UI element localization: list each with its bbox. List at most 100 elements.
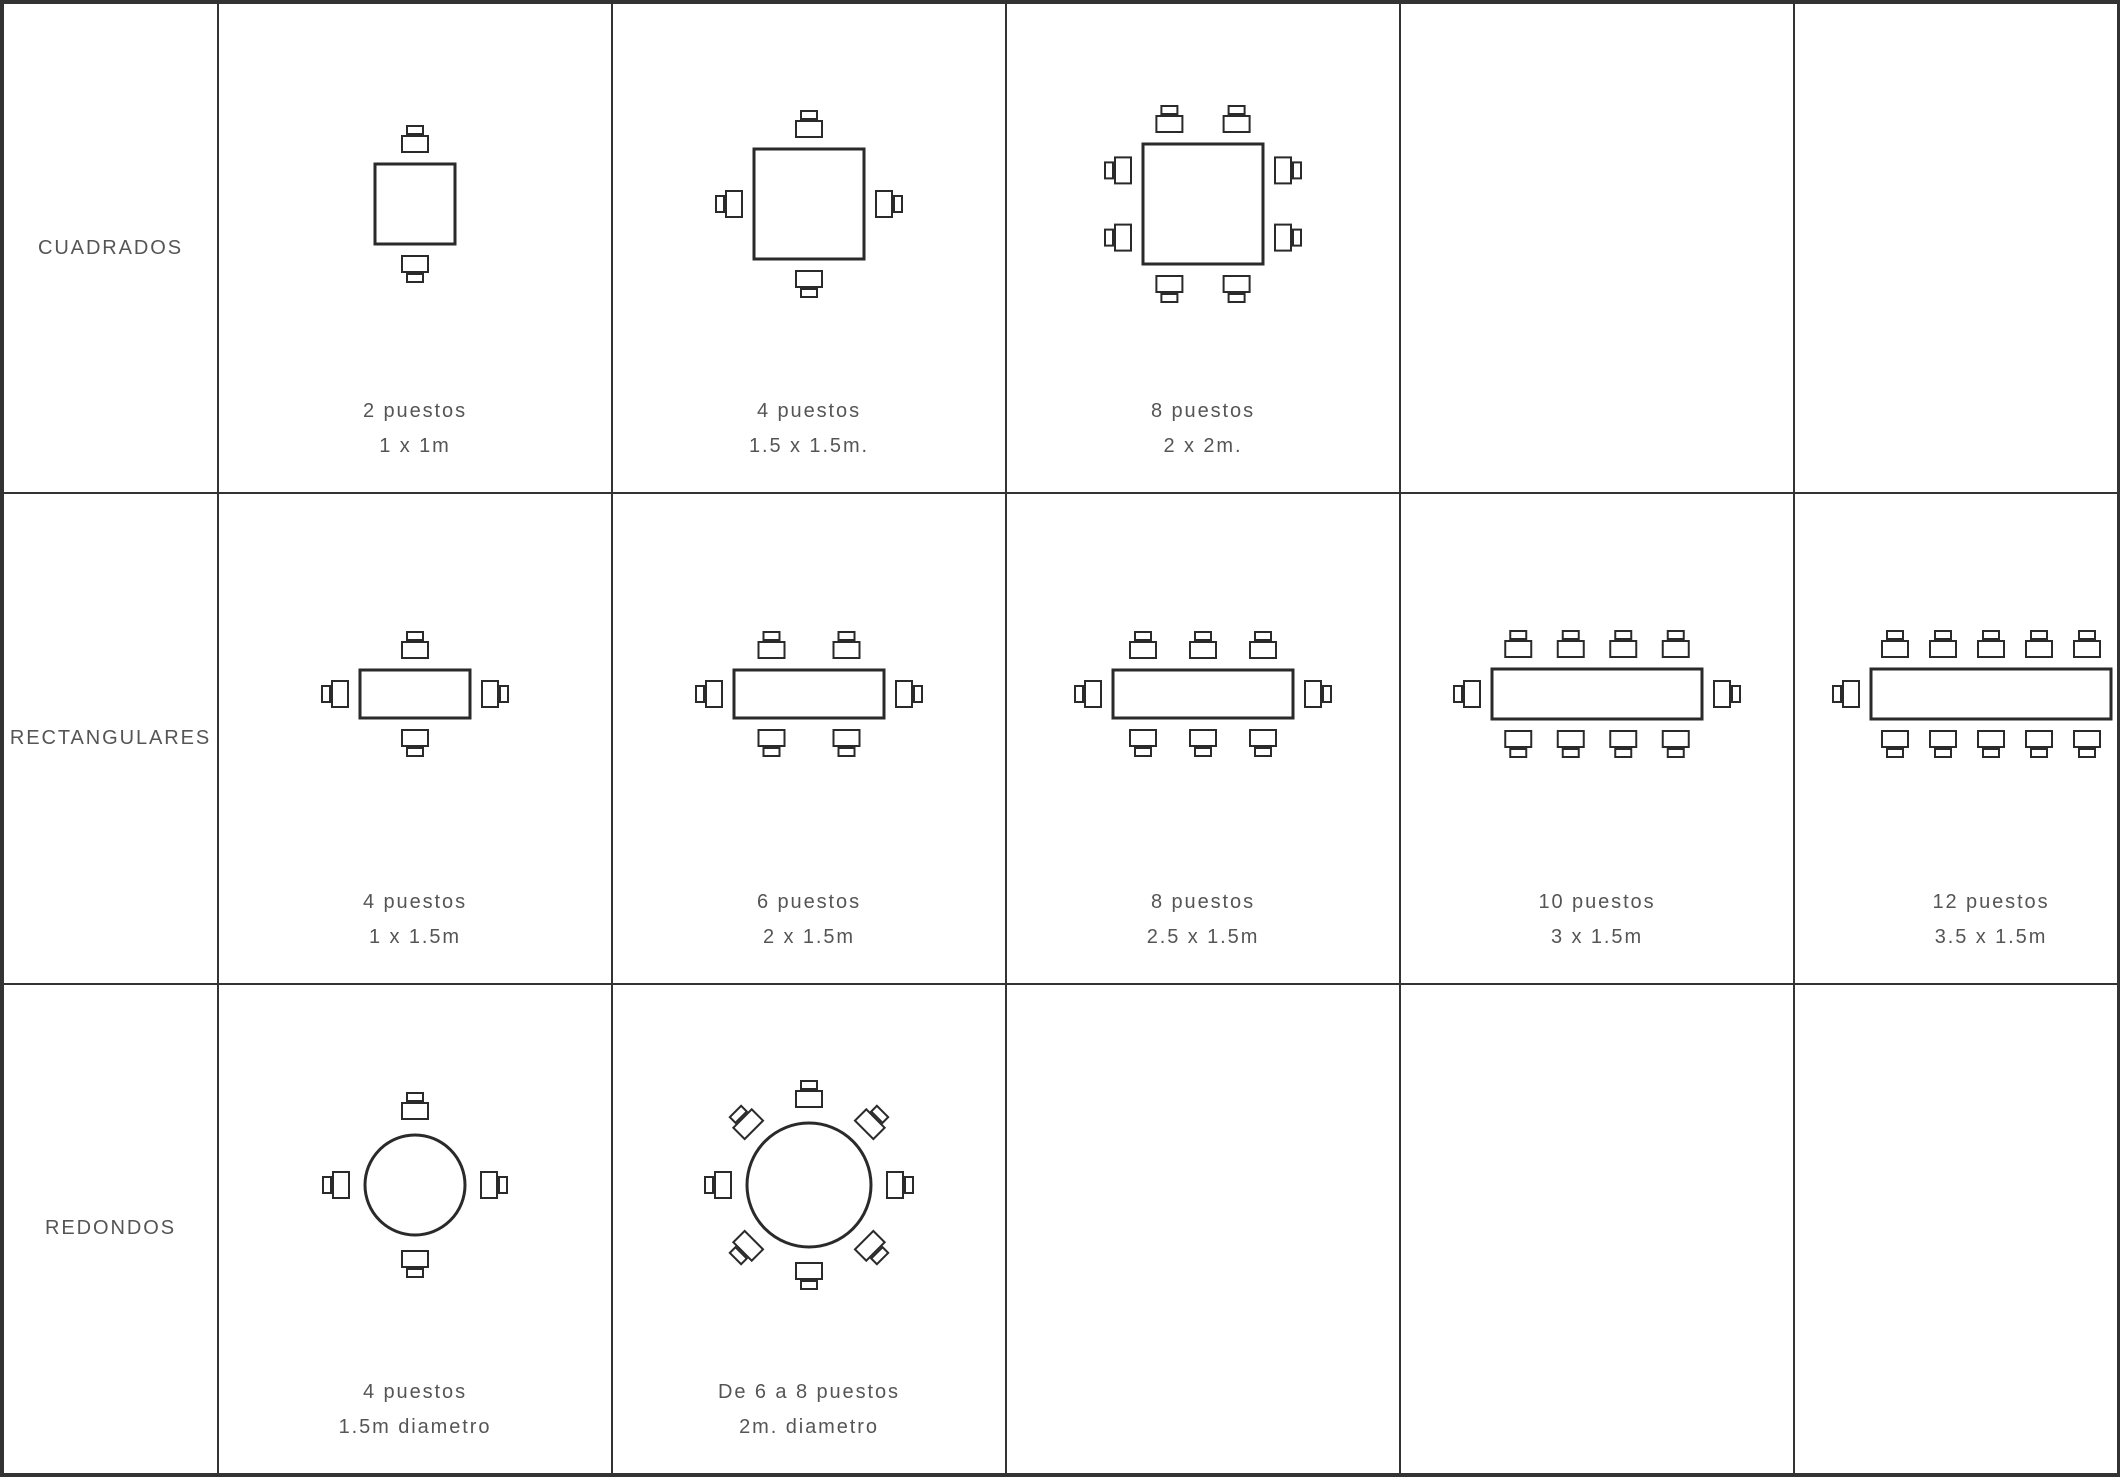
diagram (619, 1003, 999, 1367)
caption-puestos: 2 puestos (363, 394, 467, 429)
chair-icon (796, 1263, 822, 1289)
chair-icon (322, 681, 348, 707)
rect-diagram-svg (1801, 564, 2120, 824)
chair-icon (876, 191, 902, 217)
diagram (225, 1003, 605, 1367)
chair-icon (1505, 631, 1531, 657)
caption-dim: 2 x 2m. (1151, 429, 1255, 464)
chair-icon (402, 1093, 428, 1119)
cell-rectangulares-2: 8 puestos2.5 x 1.5m (1006, 493, 1400, 983)
caption: 8 puestos2 x 2m. (1151, 394, 1255, 464)
square-diagram-svg (1013, 74, 1393, 334)
caption-puestos: 12 puestos (1932, 885, 2049, 920)
chair-icon (2026, 731, 2052, 757)
chair-icon (1882, 731, 1908, 757)
caption: 12 puestos3.5 x 1.5m (1932, 885, 2049, 955)
cell-rectangulares-0: 4 puestos1 x 1.5m (218, 493, 612, 983)
chair-icon (2026, 631, 2052, 657)
caption-puestos: 8 puestos (1151, 394, 1255, 429)
cell-redondos-1: De 6 a 8 puestos2m. diametro (612, 984, 1006, 1474)
chair-icon (834, 730, 860, 756)
table-rect (1113, 670, 1293, 718)
chair-icon (1454, 681, 1480, 707)
row-header-rectangulares: RECTANGULARES (3, 493, 218, 983)
chair-icon (402, 1251, 428, 1277)
chair-icon (796, 1081, 822, 1107)
chair-icon (1610, 631, 1636, 657)
caption-puestos: 8 puestos (1147, 885, 1260, 920)
caption-puestos: 10 puestos (1538, 885, 1655, 920)
caption: 4 puestos1.5m diametro (339, 1375, 492, 1445)
cell-cuadrados-0: 2 puestos1 x 1m (218, 3, 612, 493)
rect-diagram-svg (225, 564, 605, 824)
cell-cuadrados-1: 4 puestos1.5 x 1.5m. (612, 3, 1006, 493)
caption: 2 puestos1 x 1m (363, 394, 467, 464)
chair-icon (1558, 731, 1584, 757)
table-round (747, 1123, 871, 1247)
chair-icon (1505, 731, 1531, 757)
chair-icon (323, 1172, 349, 1198)
caption: 10 puestos3 x 1.5m (1538, 885, 1655, 955)
caption-dim: 1.5m diametro (339, 1410, 492, 1445)
chair-icon (402, 126, 428, 152)
chair-icon (481, 1172, 507, 1198)
chair-icon (402, 256, 428, 282)
table-sizes-grid: CUADRADOS2 puestos1 x 1m4 puestos1.5 x 1… (0, 0, 2120, 1477)
square-diagram-svg (619, 74, 999, 334)
diagram (225, 512, 605, 876)
square-diagram-svg (225, 74, 605, 334)
chair-icon (1250, 632, 1276, 658)
diagram (619, 22, 999, 386)
caption-dim: 3.5 x 1.5m (1932, 920, 2049, 955)
chair-icon (726, 1102, 763, 1139)
caption: 4 puestos1 x 1.5m (363, 885, 467, 955)
chair-icon (726, 1231, 763, 1268)
chair-icon (402, 632, 428, 658)
cell-redondos-0: 4 puestos1.5m diametro (218, 984, 612, 1474)
chair-icon (1930, 631, 1956, 657)
row-header-redondos: REDONDOS (3, 984, 218, 1474)
caption-dim: 1.5 x 1.5m. (749, 429, 869, 464)
cell-redondos-3 (1400, 984, 1794, 1474)
chair-icon (2074, 631, 2100, 657)
caption-dim: 3 x 1.5m (1538, 920, 1655, 955)
chair-icon (1105, 225, 1131, 251)
chair-icon (1190, 632, 1216, 658)
cell-cuadrados-2: 8 puestos2 x 2m. (1006, 3, 1400, 493)
caption-puestos: 4 puestos (363, 885, 467, 920)
chair-icon (2074, 731, 2100, 757)
row-header-cuadrados: CUADRADOS (3, 3, 218, 493)
rect-diagram-svg (1407, 564, 1787, 824)
cell-redondos-2 (1006, 984, 1400, 1474)
diagram (225, 22, 605, 386)
chair-icon (1130, 632, 1156, 658)
chair-icon (1610, 731, 1636, 757)
chair-icon (1978, 731, 2004, 757)
caption-dim: 2.5 x 1.5m (1147, 920, 1260, 955)
chair-icon (705, 1172, 731, 1198)
caption-dim: 1 x 1.5m (363, 920, 467, 955)
rect-diagram-svg (1013, 564, 1393, 824)
chair-icon (1663, 631, 1689, 657)
caption-puestos: 4 puestos (339, 1375, 492, 1410)
rect-diagram-svg (619, 564, 999, 824)
chair-icon (1275, 225, 1301, 251)
chair-icon (1130, 730, 1156, 756)
caption-puestos: 6 puestos (757, 885, 861, 920)
chair-icon (1075, 681, 1101, 707)
diagram (1013, 22, 1393, 386)
table-square (1143, 144, 1263, 264)
diagram (619, 512, 999, 876)
cell-cuadrados-3 (1400, 3, 1794, 493)
chair-icon (1558, 631, 1584, 657)
chair-icon (1224, 106, 1250, 132)
chair-icon (1663, 731, 1689, 757)
chair-icon (759, 730, 785, 756)
round-diagram-svg (619, 1035, 999, 1335)
chair-icon (1275, 158, 1301, 184)
chair-icon (887, 1172, 913, 1198)
caption-dim: 2 x 1.5m (757, 920, 861, 955)
chair-icon (896, 681, 922, 707)
table-square (754, 149, 864, 259)
caption-dim: 2m. diametro (718, 1410, 900, 1445)
